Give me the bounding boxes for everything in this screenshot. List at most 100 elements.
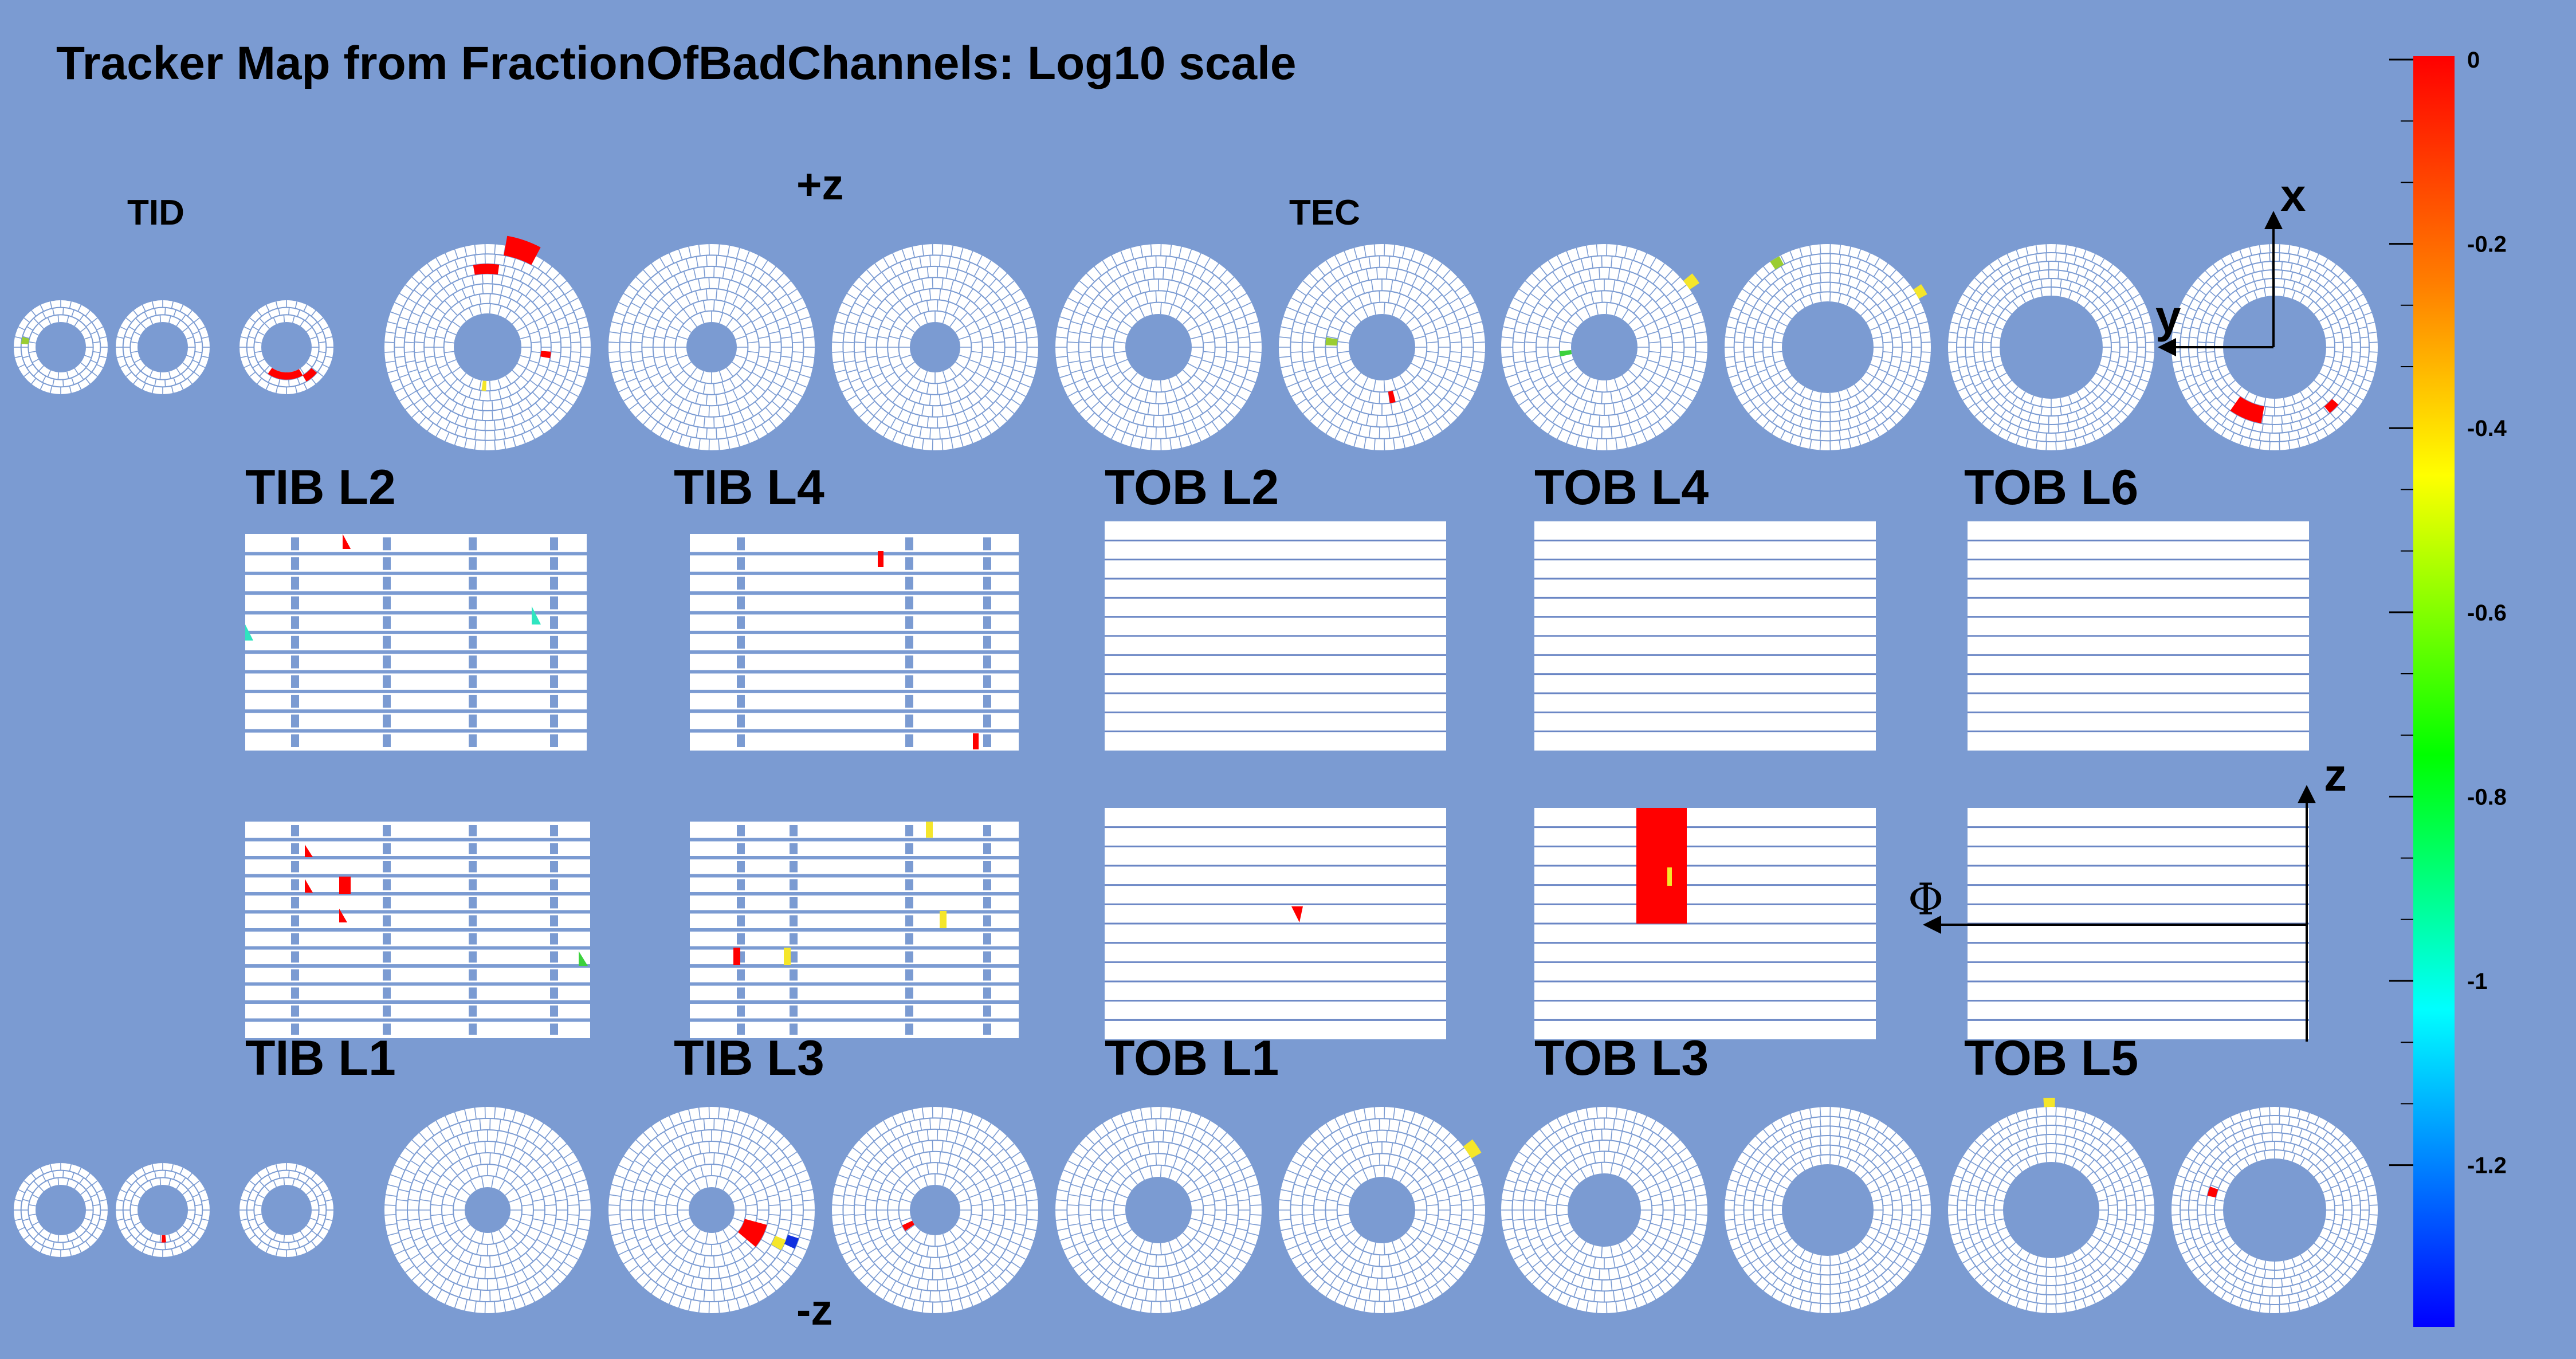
bad-module xyxy=(973,733,979,749)
endcap-disc xyxy=(1725,1107,1931,1313)
tid-label: TID xyxy=(127,193,184,233)
color-scale-bar: 0 -0.2 -0.4 -0.6 -0.8 -1 -1.2 xyxy=(2389,48,2507,1327)
barrel-layer-panel xyxy=(1105,521,1446,751)
barrel-layer-panel xyxy=(1534,808,1876,1039)
bad-module xyxy=(481,380,486,391)
bad-module xyxy=(784,1235,799,1249)
bad-module xyxy=(1463,1139,1482,1158)
bad-module xyxy=(1291,906,1303,922)
endcap-disc xyxy=(1279,1107,1485,1313)
bad-module xyxy=(21,337,30,345)
bad-module xyxy=(926,822,933,838)
endcap-disc xyxy=(2171,1107,2378,1313)
endcap-disc xyxy=(14,300,108,394)
endcap-discs-minus-z xyxy=(14,1098,2378,1313)
endcap-disc xyxy=(1948,244,2154,450)
bad-module xyxy=(878,551,883,567)
barrel-label-bottom: TOB L1 xyxy=(1105,1031,1279,1086)
bad-module xyxy=(2324,399,2339,413)
bad-module xyxy=(339,877,351,894)
colorbar-tick-label: -0.6 xyxy=(2467,600,2507,626)
bad-module xyxy=(1667,867,1672,886)
endcap-disc xyxy=(608,244,815,450)
bad-module xyxy=(784,948,791,965)
endcap-disc xyxy=(14,1163,108,1257)
bad-module xyxy=(2207,1186,2218,1198)
endcap-disc xyxy=(608,1107,815,1313)
barrel-layer-panel xyxy=(1534,521,1876,751)
endcap-disc xyxy=(384,1107,591,1313)
bad-module xyxy=(532,606,541,624)
barrel-layers: TIB L2 TIB L4 TOB L2 TOB L4 TOB L6 TIB L1 TIB … xyxy=(245,460,2309,1086)
endcap-disc xyxy=(116,1163,210,1257)
barrel-label-top: TOB L6 xyxy=(1964,460,2138,515)
barrel-layer-panel xyxy=(1968,521,2309,751)
colorbar-tick-label: -0.2 xyxy=(2467,232,2507,257)
bad-module xyxy=(902,1220,914,1231)
bad-module xyxy=(1388,391,1396,403)
bad-module xyxy=(771,1235,786,1250)
axis-x-label: x xyxy=(2280,170,2306,221)
endcap-disc xyxy=(1948,1098,2154,1313)
colorbar-tick-label: -1.2 xyxy=(2467,1153,2507,1179)
barrel-label-top: TIB L4 xyxy=(674,460,824,515)
barrel-layer-panel xyxy=(245,534,587,751)
bad-module xyxy=(1683,273,1700,290)
barrel-label-bottom: TIB L3 xyxy=(674,1031,824,1086)
colorbar-tick-label: -0.4 xyxy=(2467,416,2507,441)
endcap-disc xyxy=(1501,244,1707,450)
bad-module xyxy=(733,948,740,965)
barrel-label-bottom: TIB L1 xyxy=(245,1031,396,1086)
bad-module xyxy=(1559,350,1572,357)
bad-module xyxy=(339,909,347,922)
bad-module xyxy=(245,624,253,641)
colorbar-tick-label: 0 xyxy=(2467,48,2480,73)
bad-module xyxy=(162,1235,166,1243)
axis-z-label: z xyxy=(2324,749,2347,800)
axis-y-label: y xyxy=(2155,291,2181,342)
barrel-label-top: TOB L2 xyxy=(1105,460,1279,515)
barrel-layer-panel xyxy=(245,822,590,1038)
arrow-left-icon xyxy=(2158,338,2176,356)
minus-z-label: -z xyxy=(796,1286,833,1334)
endcap-disc xyxy=(116,300,210,394)
barrel-label-top: TOB L4 xyxy=(1534,460,1709,515)
endcap-disc xyxy=(1279,244,1485,450)
barrel-label-bottom: TOB L3 xyxy=(1534,1031,1709,1086)
bad-module xyxy=(2043,1098,2055,1107)
bad-module xyxy=(343,534,351,549)
barrel-layer-panel xyxy=(690,534,1019,751)
endcap-disc xyxy=(239,300,333,394)
bad-module xyxy=(2230,396,2264,423)
color-gradient xyxy=(2413,56,2455,1327)
bad-module xyxy=(540,351,551,359)
tec-label: TEC xyxy=(1289,193,1360,233)
map-title: Tracker Map from FractionOfBadChannels: … xyxy=(56,37,1296,89)
endcap-discs-plus-z xyxy=(14,235,2378,450)
arrow-left-icon xyxy=(1923,916,1941,934)
bad-module xyxy=(1770,256,1784,270)
bad-module xyxy=(940,911,947,928)
endcap-disc xyxy=(832,1107,1038,1313)
colorbar-tick-label: -0.8 xyxy=(2467,784,2507,810)
endcap-disc xyxy=(1055,1107,1262,1313)
colorbar-tick-label: -1 xyxy=(2467,969,2488,994)
bad-module xyxy=(1636,808,1687,924)
bad-module xyxy=(504,235,541,265)
barrel-layer-panel xyxy=(1105,808,1446,1039)
axis-phi-label: Φ xyxy=(1908,874,1943,925)
bad-module xyxy=(579,951,588,966)
endcap-disc xyxy=(1055,244,1262,450)
arrow-up-icon xyxy=(2298,785,2316,803)
endcap-disc xyxy=(239,1163,333,1257)
bad-module xyxy=(305,845,313,857)
bad-module xyxy=(737,1219,767,1247)
xy-axis-indicator: x y xyxy=(2155,170,2306,356)
barrel-label-bottom: TOB L5 xyxy=(1964,1031,2138,1086)
bad-module xyxy=(473,264,500,275)
barrel-label-top: TIB L2 xyxy=(245,460,396,515)
endcap-disc xyxy=(832,244,1038,450)
endcap-disc xyxy=(1725,244,1931,450)
bad-module xyxy=(305,879,313,893)
